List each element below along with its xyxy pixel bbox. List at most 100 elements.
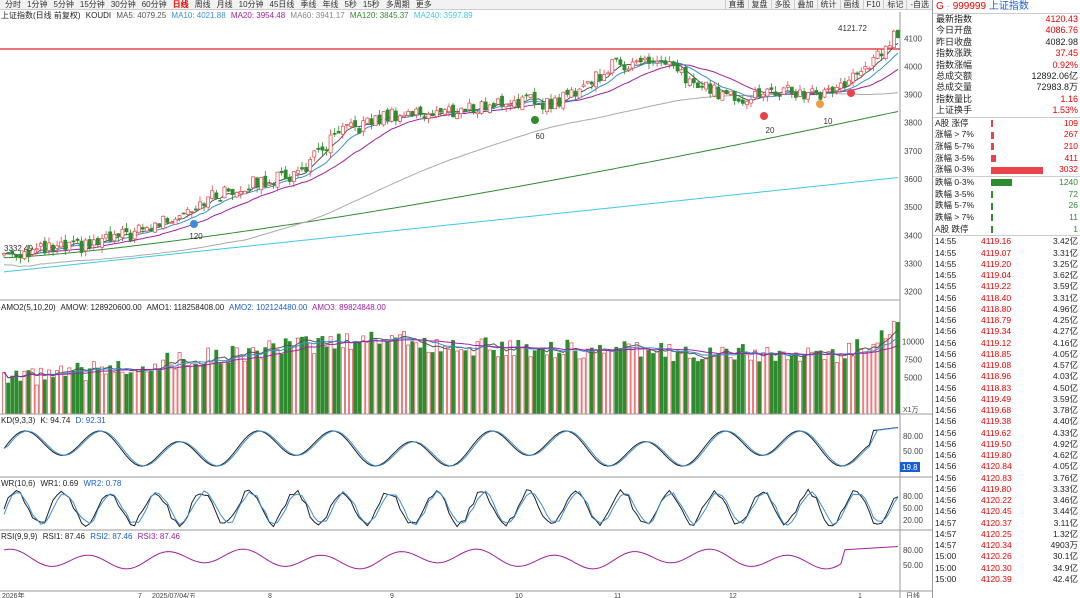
toolbar-button[interactable]: 复盘	[747, 0, 771, 10]
amount-bar	[255, 350, 260, 415]
candle	[708, 83, 713, 94]
candle	[353, 120, 357, 127]
candle	[177, 215, 182, 219]
index-code: 999999	[952, 1, 987, 12]
period-tab[interactable]: 周线	[194, 0, 211, 9]
candle	[438, 108, 443, 113]
period-tab[interactable]: 年线	[322, 0, 339, 9]
period-tab[interactable]: 1分钟	[27, 0, 48, 9]
tick-price: 4119.80	[981, 450, 1012, 461]
amount-bar	[385, 341, 390, 415]
period-tab[interactable]: 月线	[216, 0, 233, 9]
amount-bar	[614, 346, 619, 415]
candle	[365, 117, 370, 124]
candle	[879, 53, 884, 57]
candle	[585, 81, 590, 84]
chart-title: 上证指数(日线 前复权)	[1, 11, 81, 20]
distribution-label: 涨幅 0-3%	[935, 164, 975, 175]
toolbar-button[interactable]: 统计	[816, 0, 840, 10]
chart-canvas[interactable]: 4100 4000 3900 3800 3700 3600 3500 3400 3300 3200…	[0, 0, 932, 598]
tick-row: 14:56 4118.83 4.50亿	[933, 383, 1080, 394]
tick-price: 4120.83	[981, 472, 1012, 483]
amount-bar	[320, 336, 325, 415]
toolbar-button[interactable]: -自选	[906, 0, 932, 10]
amount-bar	[316, 338, 321, 415]
amo-title[interactable]: AMO2(5,10,20)	[1, 303, 56, 312]
toolbar-button[interactable]: 标记	[883, 0, 906, 10]
candle	[565, 89, 570, 95]
tick-amount: 1.32亿	[1052, 528, 1078, 539]
period-tab[interactable]: 15秒	[362, 0, 380, 9]
period-tab[interactable]: 季线	[300, 0, 317, 9]
toolbar-button[interactable]: 多股	[770, 0, 794, 10]
candle	[781, 87, 786, 95]
candle	[810, 88, 815, 93]
distribution-row: 跌幅 3-5% 72	[933, 189, 1080, 201]
toolbar-button[interactable]: 画线	[839, 0, 863, 10]
period-tab[interactable]: 多周期	[385, 0, 410, 9]
amount-bar	[785, 359, 790, 415]
stat-label: 昨日收盘	[936, 36, 973, 47]
amount-bar	[398, 334, 402, 415]
stat-row: 上证换手 1.53%	[933, 105, 1080, 116]
period-tab[interactable]: 分时	[5, 0, 21, 9]
kd-title[interactable]: KD(9,3,3)	[1, 416, 36, 425]
period-tab[interactable]: 60分钟	[141, 0, 167, 9]
toolbar-button[interactable]: 叠加	[793, 0, 817, 10]
amount-bar	[716, 353, 721, 415]
period-tab[interactable]: 日线	[172, 0, 189, 9]
distribution-row: A股 跌停 1	[933, 224, 1080, 236]
distribution-label: 涨幅 > 7%	[935, 129, 974, 140]
kd-d-value: D: 92.31	[75, 416, 106, 425]
y-tick-label: 4000	[904, 62, 922, 71]
candle	[785, 84, 790, 88]
period-tab[interactable]: 45日线	[269, 0, 295, 9]
ma10-line	[4, 52, 899, 256]
toolbar-button[interactable]: 直播	[724, 0, 748, 10]
period-tab[interactable]: 30分钟	[110, 0, 136, 9]
candle	[263, 175, 268, 188]
amount-bar	[349, 348, 353, 415]
period-tab[interactable]: 10分钟	[238, 0, 264, 9]
tick-amount: 4.16亿	[1052, 337, 1078, 348]
tick-list[interactable]: 14:55 4119.16 3.42亿 14:55 4119.07 3.31亿 14:55 4…	[933, 236, 1080, 585]
period-tab[interactable]: 更多	[415, 0, 432, 9]
amount-bar	[598, 344, 602, 415]
amount-bar	[487, 349, 492, 415]
tick-row: 14:55 4119.22 3.59亿	[933, 281, 1080, 292]
rsi-title[interactable]: RSI(9,9,9)	[1, 532, 38, 541]
ma-indicator-name[interactable]: KOUDI	[85, 11, 112, 20]
stat-row: 昨日收盘 4082.98	[933, 37, 1080, 48]
y-tick-label: 50.00	[903, 447, 924, 456]
tick-time: 14:56	[935, 371, 957, 382]
candle	[189, 211, 194, 213]
tick-amount: 4.92亿	[1052, 438, 1078, 449]
distribution-count: 1	[1073, 223, 1078, 234]
tick-time: 14:56	[935, 427, 957, 438]
candle	[794, 91, 798, 98]
tick-price: 4120.37	[981, 517, 1012, 528]
amount-bar	[83, 380, 88, 415]
candle	[10, 250, 15, 255]
amount-bar	[238, 356, 243, 415]
amo-legend: AMO2(5,10,20) AMOW: 128920600.00 AMO1: 1…	[1, 303, 389, 313]
period-tab[interactable]: 5分钟	[53, 0, 74, 9]
tick-time: 14:56	[935, 495, 957, 506]
amount-bar	[634, 342, 639, 415]
tick-price: 4119.07	[981, 247, 1012, 258]
ma-crossover-marker	[531, 116, 539, 124]
index-name[interactable]: 上证指数	[988, 1, 1029, 12]
amount-bar	[324, 346, 329, 415]
candle	[100, 238, 104, 248]
amount-bar	[87, 368, 92, 415]
period-tab[interactable]: 5秒	[344, 0, 357, 9]
stat-label: 最新指数	[936, 14, 973, 24]
period-tab[interactable]: 15分钟	[79, 0, 105, 9]
wr-title[interactable]: WR(10,6)	[1, 479, 36, 488]
candle	[304, 167, 308, 172]
candle	[887, 45, 892, 49]
amount-bar	[14, 370, 19, 415]
toolbar-button[interactable]: F10	[862, 0, 884, 10]
candle	[38, 243, 43, 247]
amount-bar	[700, 359, 704, 415]
